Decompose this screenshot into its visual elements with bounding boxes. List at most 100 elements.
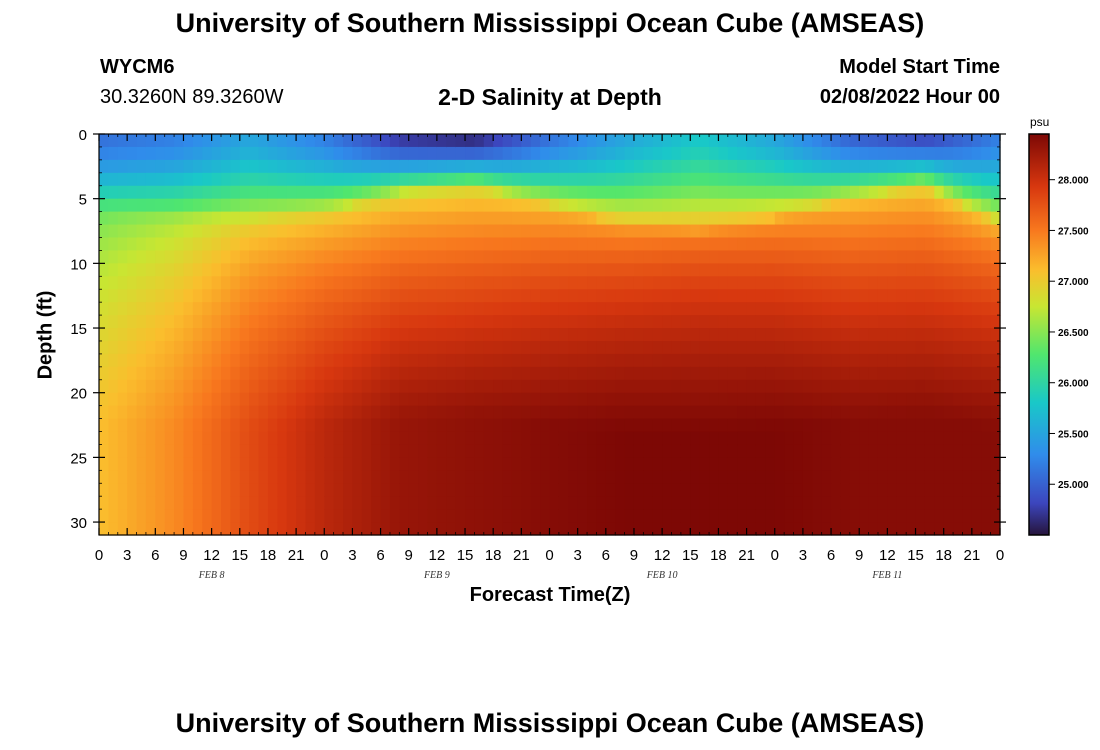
heatmap-cell (446, 379, 457, 394)
heatmap-cell (549, 328, 560, 342)
heatmap-cell (793, 379, 804, 394)
heatmap-cell (211, 405, 222, 420)
heatmap-cell (680, 405, 691, 420)
heatmap-cell (164, 457, 175, 471)
heatmap-cell (192, 431, 203, 446)
heatmap-cell (727, 328, 738, 342)
heatmap-cell (915, 237, 926, 252)
x-tick-label: 3 (799, 547, 807, 564)
heatmap-cell (624, 457, 635, 471)
heatmap-cell (680, 431, 691, 446)
heatmap-cell (277, 522, 288, 536)
heatmap-cell (671, 509, 682, 523)
x-tick-label: 9 (405, 547, 413, 564)
heatmap-cell (671, 431, 682, 446)
heatmap-cell (511, 172, 522, 187)
heatmap-cell (258, 366, 269, 381)
heatmap-cell (202, 353, 213, 368)
heatmap-cell (399, 250, 410, 264)
heatmap-cell (680, 457, 691, 471)
colorbar-tick-label: 28.000 (1058, 176, 1089, 187)
heatmap-cell (643, 522, 654, 536)
heatmap-cell (324, 211, 335, 226)
heatmap-cell (239, 496, 250, 510)
heatmap-cell (136, 340, 147, 355)
heatmap-cell (286, 457, 297, 471)
heatmap-cell (267, 250, 278, 264)
heatmap-cell (662, 509, 673, 523)
heatmap-cell (831, 509, 842, 523)
x-tick-label: 12 (203, 547, 220, 564)
heatmap-cell (943, 185, 954, 200)
heatmap-cell (981, 353, 992, 368)
heatmap-cell (502, 405, 513, 420)
heatmap-cell (821, 418, 832, 433)
heatmap-cell (455, 405, 466, 420)
heatmap-cell (680, 250, 691, 264)
heatmap-cell (568, 418, 579, 433)
heatmap-cell (784, 470, 795, 484)
heatmap-cell (202, 431, 213, 446)
heatmap-cell (267, 146, 278, 161)
heatmap-cell (127, 328, 138, 342)
heatmap-cell (906, 211, 917, 226)
heatmap-cell (746, 224, 757, 239)
heatmap-cell (671, 237, 682, 252)
heatmap-cell (446, 392, 457, 407)
heatmap-cell (455, 250, 466, 264)
heatmap-cell (117, 198, 128, 213)
heatmap-cell (192, 159, 203, 174)
heatmap-cell (174, 224, 185, 239)
heatmap-cell (202, 250, 213, 264)
x-tick-label: 3 (348, 547, 356, 564)
heatmap-cell (343, 392, 354, 407)
heatmap-cell (540, 392, 551, 407)
heatmap-cell (868, 496, 879, 510)
heatmap-cell (821, 185, 832, 200)
heatmap-cell (286, 366, 297, 381)
heatmap-cell (277, 302, 288, 316)
heatmap-cell (427, 457, 438, 471)
heatmap-cell (249, 522, 260, 536)
heatmap-cell (549, 224, 560, 239)
heatmap-cell (877, 237, 888, 252)
heatmap-cell (896, 250, 907, 264)
heatmap-cell (202, 328, 213, 342)
heatmap-cell (540, 509, 551, 523)
model-start-value: 02/08/2022 Hour 00 (819, 86, 1000, 108)
heatmap-cell (924, 276, 935, 290)
heatmap-cell (239, 185, 250, 200)
heatmap-cell (324, 470, 335, 484)
heatmap-cell (699, 172, 710, 187)
heatmap-cell (455, 315, 466, 329)
heatmap-cell (849, 185, 860, 200)
heatmap-cell (596, 457, 607, 471)
heatmap-cell (136, 302, 147, 316)
heatmap-cell (305, 134, 316, 148)
heatmap-cell (446, 134, 457, 148)
heatmap-cell (633, 457, 644, 471)
heatmap-cell (953, 328, 964, 342)
heatmap-cell (549, 496, 560, 510)
heatmap-cell (258, 134, 269, 148)
heatmap-cell (164, 134, 175, 148)
heatmap-cell (127, 198, 138, 213)
heatmap-cell (267, 185, 278, 200)
heatmap-cell (418, 211, 429, 226)
heatmap-cell (577, 470, 588, 484)
heatmap-cell (333, 198, 344, 213)
heatmap-cell (812, 340, 823, 355)
heatmap-cell (230, 198, 241, 213)
heatmap-cell (511, 263, 522, 277)
heatmap-cell (737, 146, 748, 161)
heatmap-cell (596, 315, 607, 329)
heatmap-cell (906, 353, 917, 368)
heatmap-cell (540, 496, 551, 510)
heatmap-cell (971, 470, 982, 484)
heatmap-cell (737, 405, 748, 420)
heatmap-cell (333, 392, 344, 407)
heatmap-cell (981, 172, 992, 187)
heatmap-cell (305, 379, 316, 394)
heatmap-cell (361, 431, 372, 446)
heatmap-cell (333, 302, 344, 316)
